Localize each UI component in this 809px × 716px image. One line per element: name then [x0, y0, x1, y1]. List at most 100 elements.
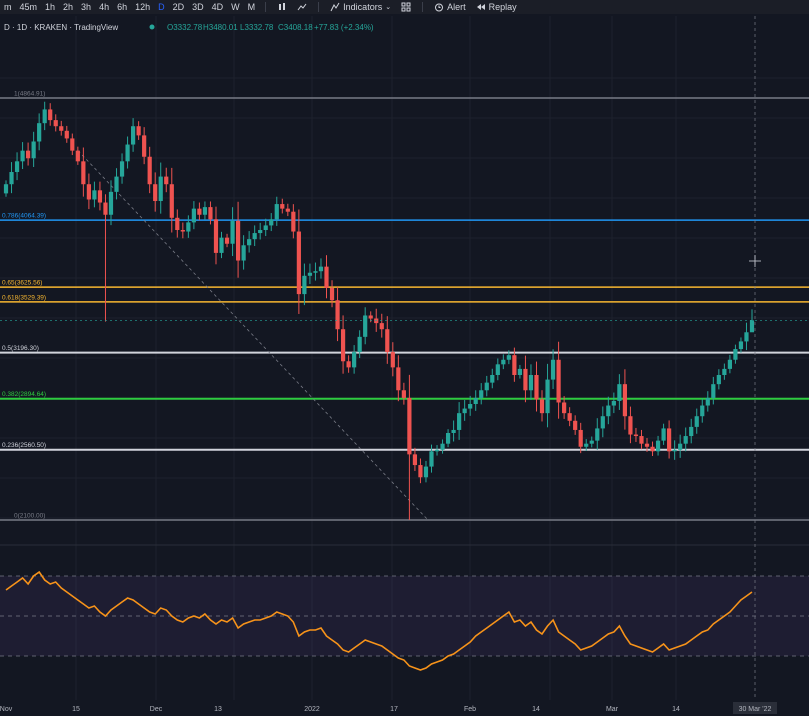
candle-body[interactable] [617, 384, 622, 401]
candle-body[interactable] [153, 184, 158, 202]
candle-body[interactable] [539, 399, 545, 414]
candle-body[interactable] [545, 379, 550, 414]
candle-body[interactable] [158, 176, 163, 202]
candle-body[interactable] [396, 367, 401, 391]
candle-body[interactable] [716, 375, 721, 385]
candle-body[interactable] [70, 138, 75, 151]
candle-body[interactable] [164, 176, 169, 185]
candle-body[interactable] [285, 208, 290, 212]
candle-body[interactable] [622, 384, 628, 417]
candle-body[interactable] [202, 207, 208, 215]
candle-body[interactable] [744, 332, 749, 342]
timeframe-45m[interactable]: 45m [19, 2, 38, 12]
candle-body[interactable] [401, 390, 406, 398]
candle-body[interactable] [147, 156, 152, 185]
candle-body[interactable] [506, 355, 511, 360]
candle-body[interactable] [650, 446, 655, 452]
candle-body[interactable] [346, 361, 351, 368]
candle-body[interactable] [611, 400, 616, 406]
candle-body[interactable] [556, 359, 561, 403]
candle-body[interactable] [363, 315, 368, 337]
candle-body[interactable] [197, 208, 202, 215]
timeframe-6h[interactable]: 6h [117, 2, 128, 12]
templates-button[interactable] [396, 2, 416, 12]
alert-button[interactable]: Alert [429, 2, 471, 12]
candle-body[interactable] [534, 375, 539, 400]
candle-body[interactable] [390, 352, 395, 368]
timeframe-min[interactable]: m [4, 2, 12, 12]
candle-body[interactable] [274, 204, 279, 220]
candle-body[interactable] [125, 144, 130, 162]
candle-body[interactable] [263, 225, 268, 231]
candle-body[interactable] [136, 126, 141, 136]
candle-body[interactable] [678, 443, 683, 450]
candle-body[interactable] [130, 126, 136, 145]
candle-body[interactable] [313, 271, 318, 273]
candle-body[interactable] [457, 413, 462, 430]
candle-body[interactable] [97, 190, 103, 203]
candle-body[interactable] [595, 428, 600, 441]
candle-body[interactable] [738, 341, 744, 350]
candle-body[interactable] [108, 191, 114, 215]
timeframe-w[interactable]: W [231, 2, 240, 12]
candle-body[interactable] [562, 402, 567, 414]
candle-body[interactable] [567, 413, 572, 421]
candle-body[interactable] [191, 208, 196, 223]
candle-body[interactable] [26, 150, 31, 159]
candle-body[interactable] [9, 172, 14, 185]
candle-body[interactable] [186, 222, 191, 232]
candle-body[interactable] [694, 416, 699, 427]
candle-body[interactable] [329, 288, 335, 301]
candle-body[interactable] [269, 219, 274, 226]
candle-body[interactable] [689, 426, 694, 437]
candle-body[interactable] [722, 368, 727, 376]
indicators-button[interactable]: Indicators ⌄ [325, 2, 396, 12]
candle-body[interactable] [258, 230, 263, 234]
candle-body[interactable] [14, 161, 20, 173]
candle-body[interactable] [208, 207, 213, 220]
candle-body[interactable] [142, 135, 147, 157]
compare-icon[interactable] [292, 2, 312, 12]
candle-body[interactable] [727, 359, 732, 369]
candle-body[interactable] [175, 217, 180, 231]
candle-body[interactable] [385, 329, 390, 353]
candle-body[interactable] [434, 449, 440, 452]
candle-body[interactable] [92, 190, 97, 200]
candle-body[interactable] [252, 233, 257, 240]
candle-body[interactable] [550, 359, 556, 380]
timeframe-2h[interactable]: 2h [63, 2, 74, 12]
candle-body[interactable] [418, 465, 423, 478]
candle-body[interactable] [235, 220, 241, 261]
candle-body[interactable] [628, 416, 633, 435]
candle-body[interactable] [53, 120, 58, 127]
candle-body[interactable] [423, 466, 429, 478]
candle-body[interactable] [633, 434, 639, 437]
candle-style-icon[interactable] [272, 2, 292, 12]
candle-body[interactable] [114, 176, 119, 192]
candle-body[interactable] [302, 275, 307, 295]
candle-body[interactable] [119, 161, 125, 177]
candle-body[interactable] [733, 349, 738, 360]
candle-body[interactable] [749, 320, 755, 333]
candle-body[interactable] [573, 420, 578, 430]
candle-body[interactable] [169, 184, 174, 218]
candle-body[interactable] [639, 436, 644, 444]
time-axis[interactable] [0, 700, 809, 716]
candle-body[interactable] [672, 449, 677, 452]
candle-body[interactable] [517, 368, 523, 376]
candle-body[interactable] [280, 204, 285, 209]
candle-body[interactable] [81, 161, 86, 185]
candle-body[interactable] [86, 184, 91, 200]
candle-body[interactable] [291, 211, 296, 232]
candle-body[interactable] [644, 443, 650, 447]
candle-body[interactable] [374, 318, 379, 324]
candle-body[interactable] [357, 336, 362, 353]
timeframe-4d[interactable]: 4D [211, 2, 224, 12]
candle-body[interactable] [484, 382, 489, 391]
timeframe-m[interactable]: M [247, 2, 256, 12]
replay-button[interactable]: Replay [471, 2, 522, 12]
candle-body[interactable] [37, 123, 42, 142]
candle-body[interactable] [59, 126, 64, 131]
candle-body[interactable] [335, 300, 340, 330]
